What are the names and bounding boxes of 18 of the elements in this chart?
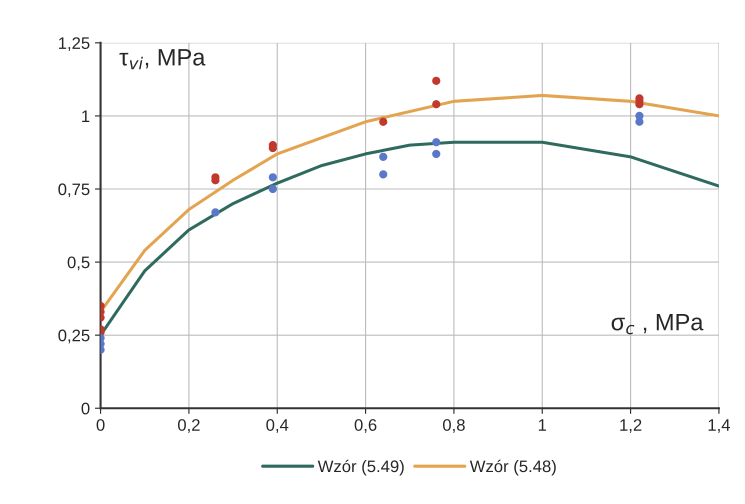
y-tick-label: 0,25 xyxy=(58,330,90,344)
x-tick-label: 0,6 xyxy=(354,419,376,433)
x-tick-label: 1,4 xyxy=(708,419,730,433)
y-tick-label: 0,5 xyxy=(68,256,90,270)
x-tick-label: 0,4 xyxy=(266,419,288,433)
y-tick-label: 0 xyxy=(82,402,90,414)
x-axis-title: σ$_{c}$ , MPa xyxy=(612,314,704,334)
y-tick-label: 0,75 xyxy=(58,183,90,198)
x-tick-label: 0 xyxy=(96,419,105,431)
y-axis-title: τ$_{vi}$, MPa xyxy=(119,49,206,70)
legend-label: Wzór (5.48) xyxy=(470,460,556,476)
x-tick-label: 0,2 xyxy=(178,419,200,433)
y-tick-label: 1 xyxy=(82,110,90,122)
x-tick-label: 0,8 xyxy=(442,419,465,433)
x-tick-label: 1 xyxy=(538,419,546,431)
y-tick-label: 1,25 xyxy=(58,37,90,52)
x-tick-label: 1,2 xyxy=(620,419,642,433)
legend-label: Wzór (5.49) xyxy=(318,460,404,476)
